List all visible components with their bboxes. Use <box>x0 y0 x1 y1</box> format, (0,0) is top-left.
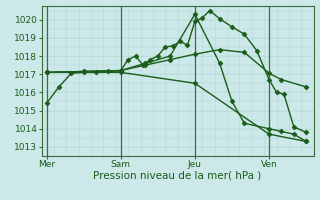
X-axis label: Pression niveau de la mer( hPa ): Pression niveau de la mer( hPa ) <box>93 171 262 181</box>
